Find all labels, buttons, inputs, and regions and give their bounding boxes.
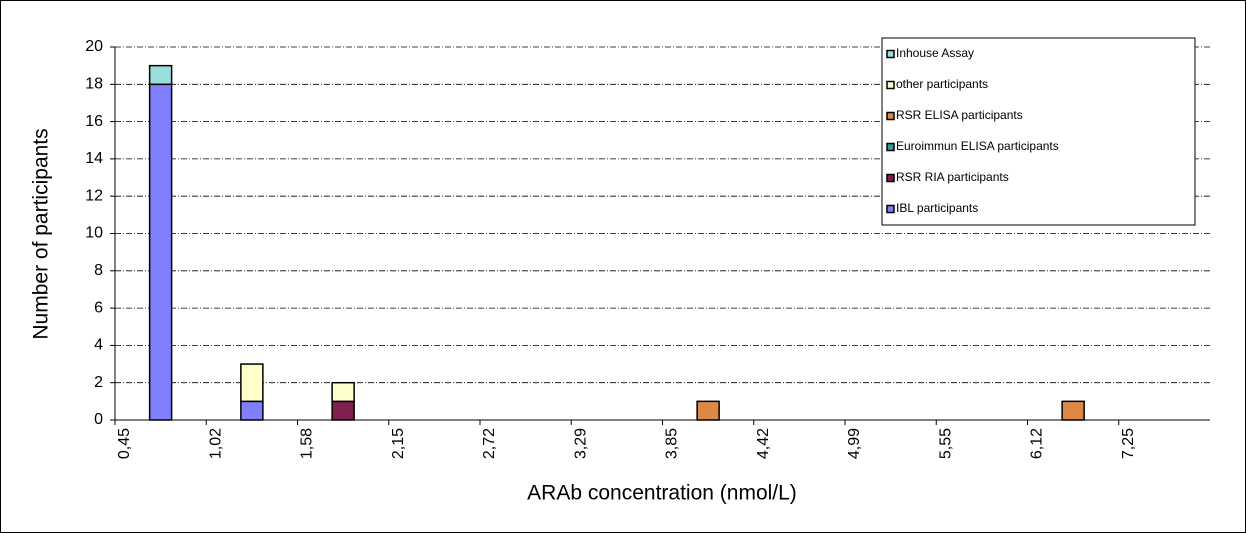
legend-label: RSR ELISA participants <box>896 108 1023 122</box>
legend-swatch <box>886 173 895 183</box>
bar-segment <box>148 83 173 421</box>
legend-swatch <box>886 111 895 121</box>
y-axis-title: Number of participants <box>30 128 53 339</box>
legend-swatch <box>886 80 895 90</box>
bar-segment <box>240 400 264 421</box>
bar-segment <box>148 64 173 86</box>
legend-box <box>881 37 1196 226</box>
y-tick-label: 14 <box>85 150 103 167</box>
y-tick-label: 4 <box>94 337 103 354</box>
bar-segment <box>1061 400 1085 421</box>
y-tick-label: 16 <box>85 113 103 130</box>
legend-label: other participants <box>896 77 988 91</box>
x-tick-label: 2,72 <box>481 428 498 459</box>
y-tick-label: 18 <box>85 76 103 93</box>
x-tick-label: 4,42 <box>755 428 772 459</box>
x-tick-label: 7,25 <box>1120 428 1137 459</box>
x-tick-label: 3,29 <box>572 428 589 459</box>
bar-segment <box>331 400 355 421</box>
y-tick-label: 6 <box>94 299 103 316</box>
x-tick-label: 0,45 <box>116 428 133 459</box>
x-tick-label: 3,85 <box>664 428 681 459</box>
x-tick-label: 1,58 <box>299 428 316 459</box>
y-tick-label: 10 <box>85 225 103 242</box>
bar-segment <box>331 381 355 403</box>
x-tick-label: 5,55 <box>937 428 954 459</box>
y-tick-label: 2 <box>94 374 103 391</box>
y-tick-label: 12 <box>85 187 103 204</box>
y-tick-label: 20 <box>85 38 103 55</box>
legend-swatch <box>886 49 895 59</box>
legend-label: Euroimmun ELISA participants <box>896 139 1059 153</box>
legend-swatch <box>886 204 895 214</box>
legend-label: IBL participants <box>896 201 978 215</box>
x-tick-label: 2,15 <box>390 428 407 459</box>
x-tick-label: 1,02 <box>207 428 224 459</box>
x-tick-label: 6,12 <box>1029 428 1046 459</box>
legend-swatch <box>886 142 895 152</box>
bar-segment <box>240 363 264 403</box>
legend-label: Inhouse Assay <box>896 46 974 60</box>
x-tick-label: 4,99 <box>846 428 863 459</box>
legend-label: RSR RIA participants <box>896 170 1009 184</box>
bar-segment <box>696 400 720 421</box>
y-tick-label: 0 <box>94 411 103 428</box>
y-tick-label: 8 <box>94 262 103 279</box>
x-axis-title: ARAb concentration (nmol/L) <box>527 482 797 505</box>
